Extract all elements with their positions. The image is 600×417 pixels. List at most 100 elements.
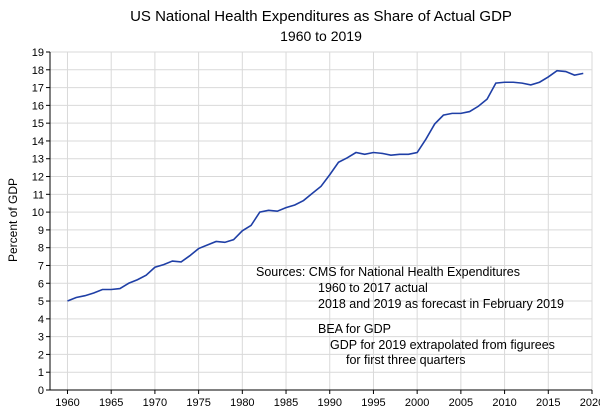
y-tick-label-15: 15 (32, 118, 44, 130)
data-point-2006 (468, 110, 472, 114)
data-point-2015 (546, 75, 550, 79)
y-tick-label-2: 2 (38, 349, 44, 361)
x-tick-label-1985: 1985 (274, 397, 298, 409)
series-line-0 (67, 69, 584, 302)
x-tick-label-1980: 1980 (230, 397, 254, 409)
data-point-1996 (380, 151, 384, 155)
data-point-1967 (127, 281, 131, 285)
data-point-1976 (205, 243, 209, 247)
data-point-2008 (485, 97, 489, 101)
data-point-1966 (118, 287, 122, 291)
data-point-1972 (170, 259, 174, 263)
data-point-2017 (564, 70, 568, 74)
data-point-1969 (144, 273, 148, 277)
data-point-1979 (232, 238, 236, 242)
data-point-1981 (249, 223, 253, 227)
y-tick-label-0: 0 (38, 385, 44, 397)
data-point-1961 (74, 295, 78, 299)
data-point-1973 (179, 260, 183, 264)
data-point-1990 (328, 173, 332, 177)
data-point-1968 (135, 278, 139, 282)
y-tick-label-9: 9 (38, 225, 44, 237)
data-point-2003 (441, 113, 445, 117)
y-axis-label: Percent of GDP (6, 178, 20, 262)
data-point-1999 (406, 152, 410, 156)
series-layer (67, 69, 584, 302)
data-point-2007 (476, 104, 480, 108)
x-tick-label-2005: 2005 (449, 397, 473, 409)
x-tick-label-1960: 1960 (55, 397, 79, 409)
note-actual-years: 1960 to 2017 actual (318, 281, 428, 295)
data-point-1970 (153, 265, 157, 269)
y-tick-label-11: 11 (33, 189, 44, 201)
x-tick-label-1975: 1975 (186, 397, 210, 409)
data-point-1983 (267, 208, 271, 212)
data-point-1986 (293, 203, 297, 207)
data-point-1995 (371, 151, 375, 155)
y-tick-label-5: 5 (38, 296, 44, 308)
data-point-1998 (398, 152, 402, 156)
y-tick-label-3: 3 (38, 332, 44, 344)
data-point-2004 (450, 111, 454, 115)
x-tick-label-1990: 1990 (317, 397, 341, 409)
y-tick-label-18: 18 (32, 65, 44, 77)
chart-title: US National Health Expenditures as Share… (130, 8, 512, 25)
note-quarters: for first three quarters (346, 353, 466, 367)
data-point-1974 (188, 254, 192, 258)
data-point-2000 (415, 151, 419, 155)
data-point-1997 (389, 153, 393, 157)
y-tick-label-10: 10 (32, 207, 44, 219)
y-tick-label-6: 6 (38, 278, 44, 290)
y-tick-label-12: 12 (32, 172, 44, 184)
y-tick-label-13: 13 (32, 154, 44, 166)
y-tick-label-19: 19 (32, 47, 44, 59)
data-point-1985 (284, 206, 288, 210)
data-point-2012 (520, 81, 524, 85)
y-tick-label-14: 14 (32, 136, 44, 148)
note-forecast-years: 2018 and 2019 as forecast in February 20… (318, 297, 564, 311)
data-point-2010 (503, 80, 507, 84)
data-point-1975 (197, 247, 201, 251)
data-point-2018 (573, 73, 577, 77)
data-point-1980 (240, 229, 244, 233)
data-point-1987 (302, 199, 306, 203)
data-point-1982 (258, 210, 262, 214)
data-point-2001 (424, 137, 428, 141)
y-tick-label-17: 17 (32, 83, 44, 95)
data-point-1992 (345, 156, 349, 160)
chart-subtitle: 1960 to 2019 (280, 28, 362, 44)
data-point-2016 (555, 69, 559, 73)
data-point-2002 (433, 122, 437, 126)
data-point-1993 (354, 151, 358, 155)
y-tick-label-16: 16 (32, 100, 44, 112)
data-point-1984 (275, 209, 279, 213)
data-point-2009 (494, 81, 498, 85)
data-point-1989 (319, 184, 323, 188)
grid-layer (50, 51, 593, 390)
data-point-1978 (223, 240, 227, 244)
data-point-1971 (162, 263, 166, 267)
data-point-1964 (100, 287, 104, 291)
data-point-2013 (529, 83, 533, 87)
note-bea: BEA for GDP (318, 322, 391, 336)
x-tick-label-1965: 1965 (99, 397, 123, 409)
x-tick-label-1970: 1970 (143, 397, 167, 409)
x-tick-label-1995: 1995 (361, 397, 385, 409)
x-tick-label-2020: 2020 (580, 397, 600, 409)
x-tick-label-2015: 2015 (536, 397, 560, 409)
data-point-1988 (310, 191, 314, 195)
data-point-2011 (511, 80, 515, 84)
data-point-1991 (336, 160, 340, 164)
data-point-1965 (109, 287, 113, 291)
data-point-2005 (459, 111, 463, 115)
y-tick-label-1: 1 (38, 367, 44, 379)
data-point-1994 (363, 152, 367, 156)
y-tick-label-7: 7 (38, 260, 44, 272)
x-tick-label-2000: 2000 (405, 397, 429, 409)
note-sources: Sources: CMS for National Health Expendi… (256, 265, 520, 279)
axes-layer (49, 52, 592, 391)
data-point-1963 (92, 291, 96, 295)
